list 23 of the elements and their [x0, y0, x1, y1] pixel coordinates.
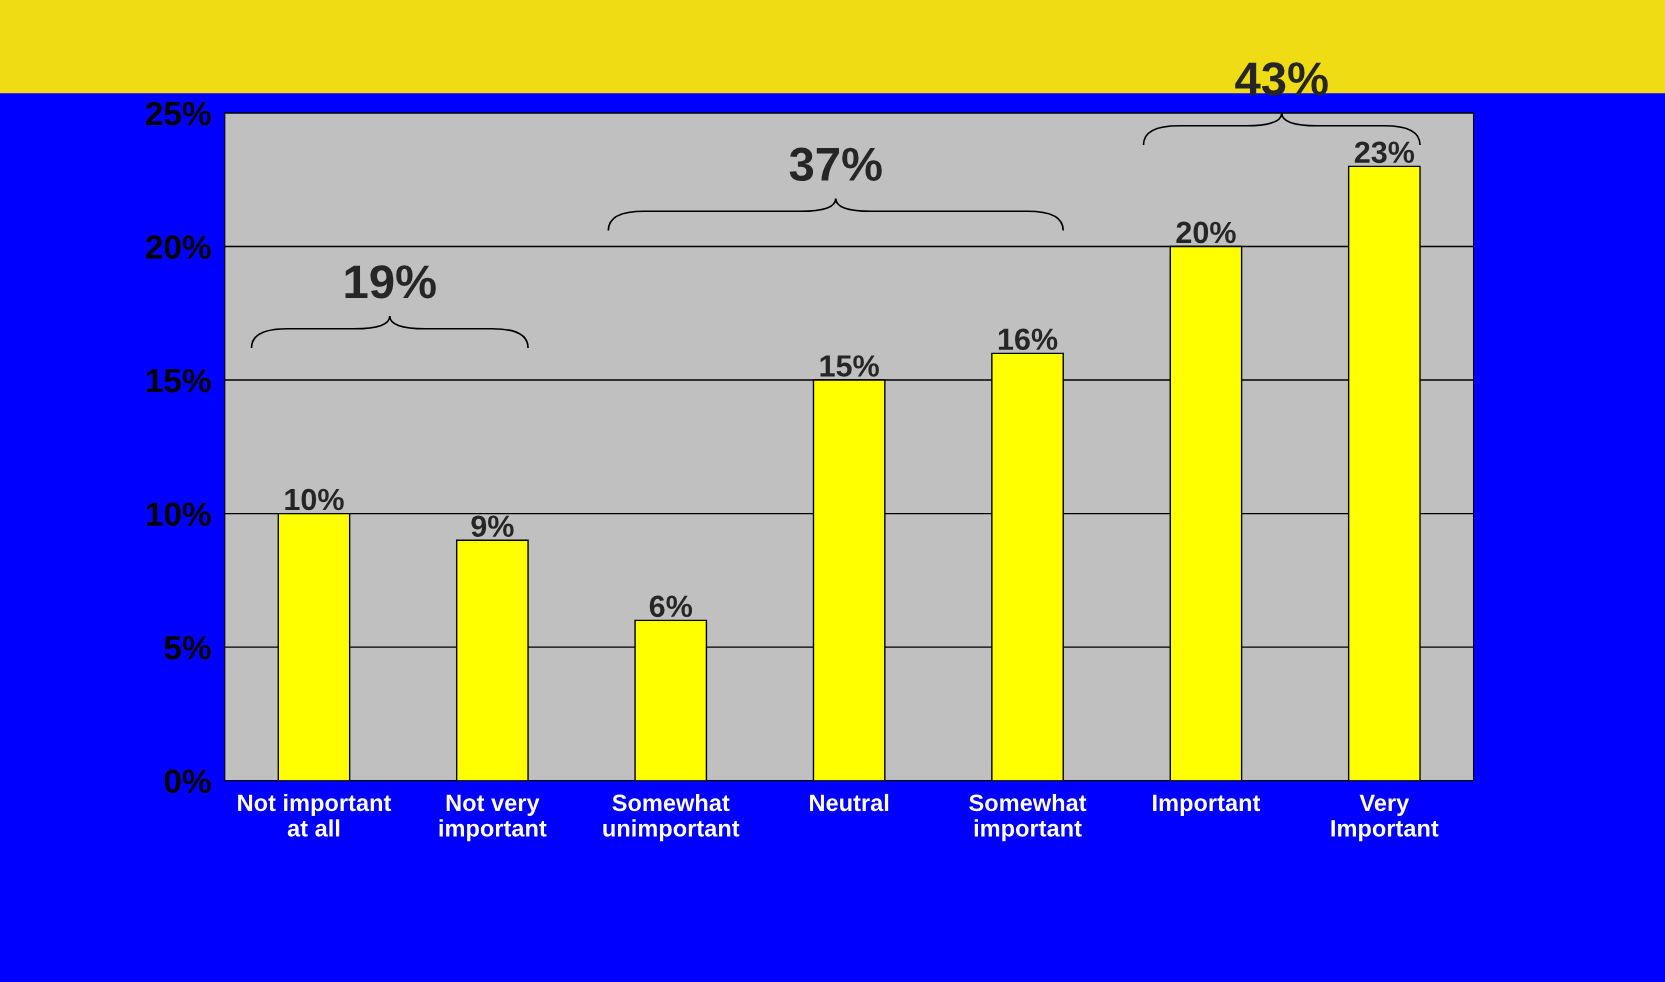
x-tick-label: Important	[1153, 794, 1261, 816]
data-label: 20%	[1176, 221, 1236, 244]
y-tick-label: 25%	[146, 101, 211, 126]
y-tick-label: 10%	[146, 502, 211, 526]
y-tick-label: 5%	[164, 636, 211, 660]
data-label: 9%	[471, 515, 514, 538]
data-label: 15%	[820, 355, 879, 377]
y-tick-label: 15%	[146, 368, 211, 393]
annotation: 19%	[345, 265, 436, 299]
x-tick-label: Not very important	[439, 794, 547, 842]
y-tick-label: 20%	[146, 235, 211, 259]
annotation: 37%	[789, 147, 882, 182]
data-label: 23%	[1354, 141, 1415, 164]
y-tick-label: 0%	[164, 769, 211, 794]
x-tick-label: Very Important	[1331, 794, 1439, 842]
data-label: 10%	[285, 488, 344, 511]
x-tick-label: Somewhat unimportant	[603, 793, 740, 842]
data-label: 6%	[649, 595, 693, 618]
x-tick-label: Not important at all	[238, 793, 392, 837]
x-tick-label: Somewhat important	[969, 793, 1087, 842]
data-label: 16%	[998, 328, 1058, 351]
x-tick-label: Neutral	[810, 793, 889, 812]
text: 43%	[1235, 62, 1328, 96]
